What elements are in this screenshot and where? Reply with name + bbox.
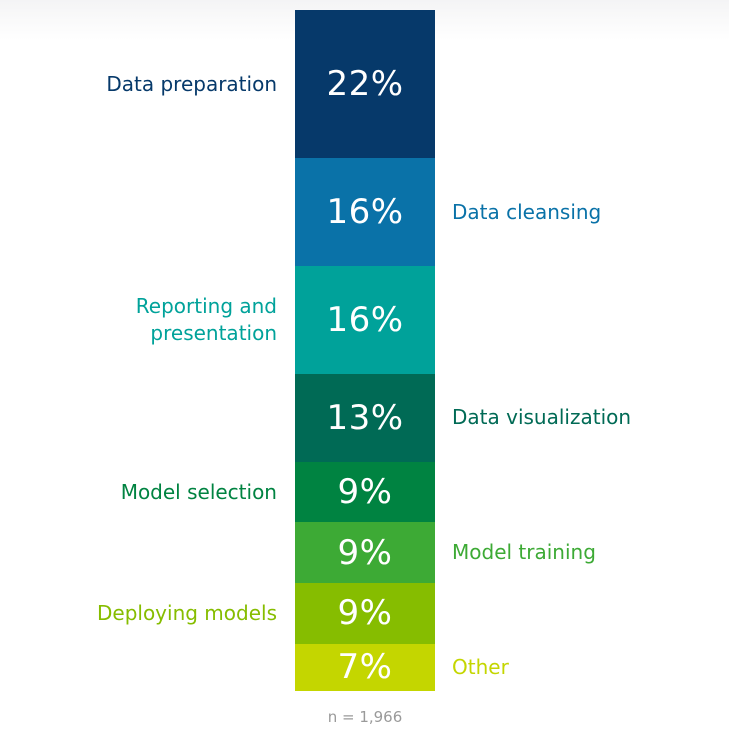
bar-segment-model-selection: 9% [295,461,435,523]
category-label-other: Other [452,654,509,679]
category-label-data-cleansing: Data cleansing [452,199,602,224]
data-label-deploying-models: 9% [337,593,393,634]
category-label-data-visualization: Data visualization [452,405,632,430]
bar-segment-model-training: 9% [295,522,435,584]
category-label-reporting-and-presentation: Reporting and presentation [135,294,277,346]
category-label-data-preparation: Data preparation [106,71,277,96]
data-label-model-training: 9% [337,532,393,573]
sample-size-note: n = 1,966 [327,708,403,726]
bar-segment-data-visualization: 13% [295,374,435,462]
data-label-other: 7% [337,647,393,688]
data-label-data-cleansing: 16% [326,192,404,233]
data-label-model-selection: 9% [337,472,393,513]
category-label-deploying-models: Deploying models [96,600,277,625]
category-label-model-selection: Model selection [120,479,277,504]
bar-segment-deploying-models: 9% [295,583,435,644]
bar-segment-data-cleansing: 16% [295,158,435,267]
category-label-model-training: Model training [452,540,596,565]
bar-segment-reporting-and-presentation: 16% [295,266,435,375]
data-label-data-preparation: 22% [326,64,404,105]
bar-segment-other: 7% [295,643,435,691]
data-label-data-visualization: 13% [326,397,404,438]
bar-segment-data-preparation: 22% [295,10,435,159]
data-label-reporting-and-presentation: 16% [326,300,404,341]
